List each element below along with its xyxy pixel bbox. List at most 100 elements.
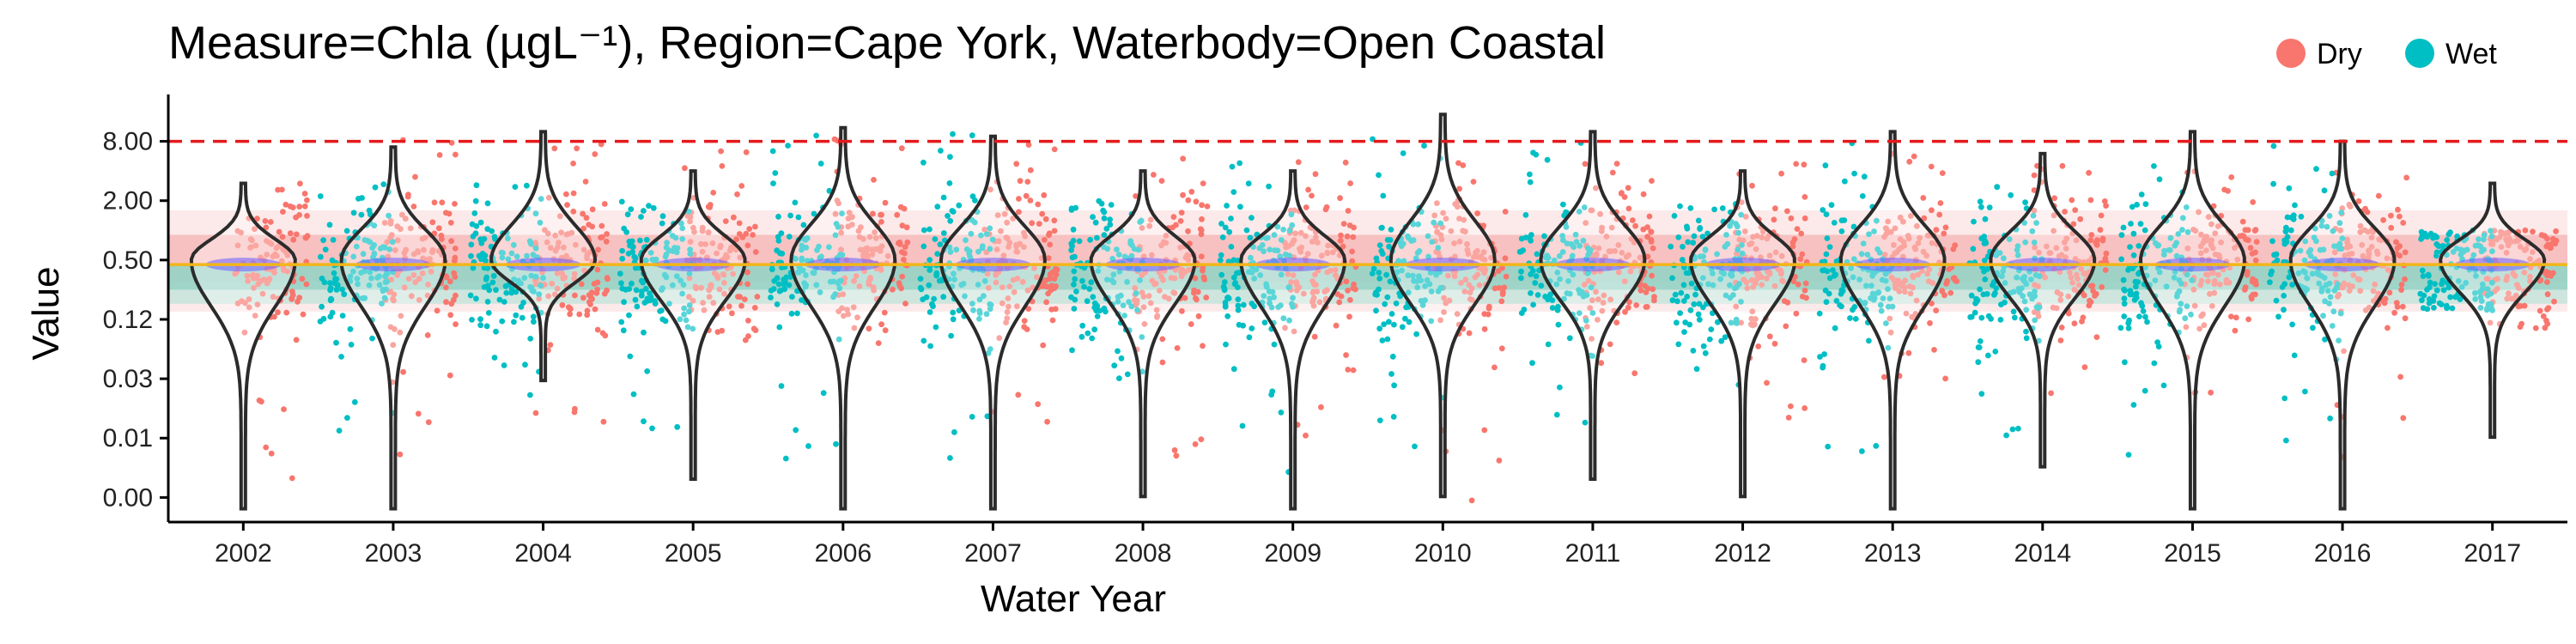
data-point (582, 179, 589, 185)
data-point (838, 229, 844, 236)
data-point (2226, 279, 2233, 286)
data-point (528, 272, 535, 279)
data-point (1014, 249, 1021, 255)
data-point (1049, 317, 1056, 324)
data-point (1035, 201, 1042, 208)
data-point (1041, 191, 1048, 198)
data-point (489, 279, 496, 286)
x-tick-label: 2010 (1414, 539, 1472, 568)
data-point (618, 198, 625, 205)
data-point (281, 406, 287, 412)
data-point (1139, 271, 1145, 278)
data-point (2381, 300, 2388, 307)
data-point (1226, 228, 1233, 235)
data-point (1977, 198, 1984, 205)
data-point (1881, 252, 1888, 258)
data-point (1084, 298, 1091, 305)
data-point (1500, 289, 1506, 295)
data-point (1031, 265, 1037, 271)
data-point (1541, 233, 1547, 240)
data-point (801, 235, 807, 242)
data-point (2424, 286, 2430, 293)
data-point (293, 337, 300, 343)
data-point (2205, 278, 2211, 284)
data-point (1468, 497, 1475, 504)
data-point (513, 312, 519, 319)
data-point (1851, 170, 1858, 177)
data-point (554, 285, 561, 292)
data-point (707, 204, 714, 210)
data-point (387, 324, 394, 331)
data-point (1332, 266, 1339, 273)
data-point (1838, 228, 1845, 234)
data-point (1674, 298, 1680, 305)
data-point (856, 283, 863, 289)
data-point (2201, 322, 2208, 329)
data-point (1147, 300, 1154, 307)
data-point (738, 183, 745, 189)
data-point (524, 182, 530, 189)
data-point (2183, 324, 2190, 331)
data-point (1886, 315, 1893, 322)
data-point (467, 292, 474, 299)
data-point (989, 236, 996, 243)
data-point (1071, 268, 1078, 275)
data-point (1711, 206, 1717, 213)
data-point (856, 234, 863, 240)
data-point (1146, 222, 1153, 229)
data-point (338, 354, 344, 360)
data-point (953, 246, 960, 253)
data-point (367, 269, 374, 276)
data-point (2395, 206, 2401, 213)
data-point (479, 251, 486, 257)
data-point (2131, 296, 2138, 303)
data-point (1376, 276, 1383, 282)
data-point (1076, 238, 1083, 245)
data-point (2053, 245, 2060, 252)
data-point (1977, 286, 1984, 293)
data-point (1801, 194, 1808, 200)
data-point (956, 202, 963, 209)
data-point (838, 246, 844, 252)
data-point (2521, 270, 2528, 276)
data-point (303, 281, 310, 288)
data-point (686, 308, 692, 315)
data-point (1153, 307, 1160, 313)
data-point (513, 289, 519, 295)
data-point (419, 270, 426, 276)
data-point (698, 284, 704, 291)
data-point (1312, 271, 1318, 278)
data-point (2544, 291, 2551, 298)
data-point (2155, 343, 2162, 349)
data-point (2398, 287, 2405, 293)
data-point (1336, 299, 1343, 306)
data-point (513, 253, 520, 260)
data-point (2086, 169, 2093, 176)
data-point (386, 246, 393, 252)
data-point (246, 304, 252, 311)
data-point (2209, 270, 2216, 276)
legend-label-wet: Wet (2445, 38, 2497, 70)
data-point (354, 276, 361, 282)
data-point (2370, 228, 2377, 235)
data-point (530, 252, 537, 258)
data-point (2008, 191, 2014, 198)
data-point (709, 240, 716, 246)
data-point (1912, 246, 1919, 252)
data-point (963, 237, 969, 244)
data-point (2483, 276, 2490, 282)
data-point (2393, 300, 2400, 307)
data-point (1923, 252, 1930, 259)
data-point (1928, 163, 1935, 170)
data-point (1199, 202, 1205, 209)
data-point (2439, 242, 2446, 249)
data-point (2284, 214, 2291, 221)
data-point (619, 255, 626, 262)
data-point (903, 224, 910, 231)
data-point (841, 313, 847, 319)
data-point (2402, 249, 2409, 256)
data-point (429, 219, 436, 226)
data-point (737, 254, 744, 261)
data-point (470, 264, 477, 271)
data-point (473, 182, 480, 189)
